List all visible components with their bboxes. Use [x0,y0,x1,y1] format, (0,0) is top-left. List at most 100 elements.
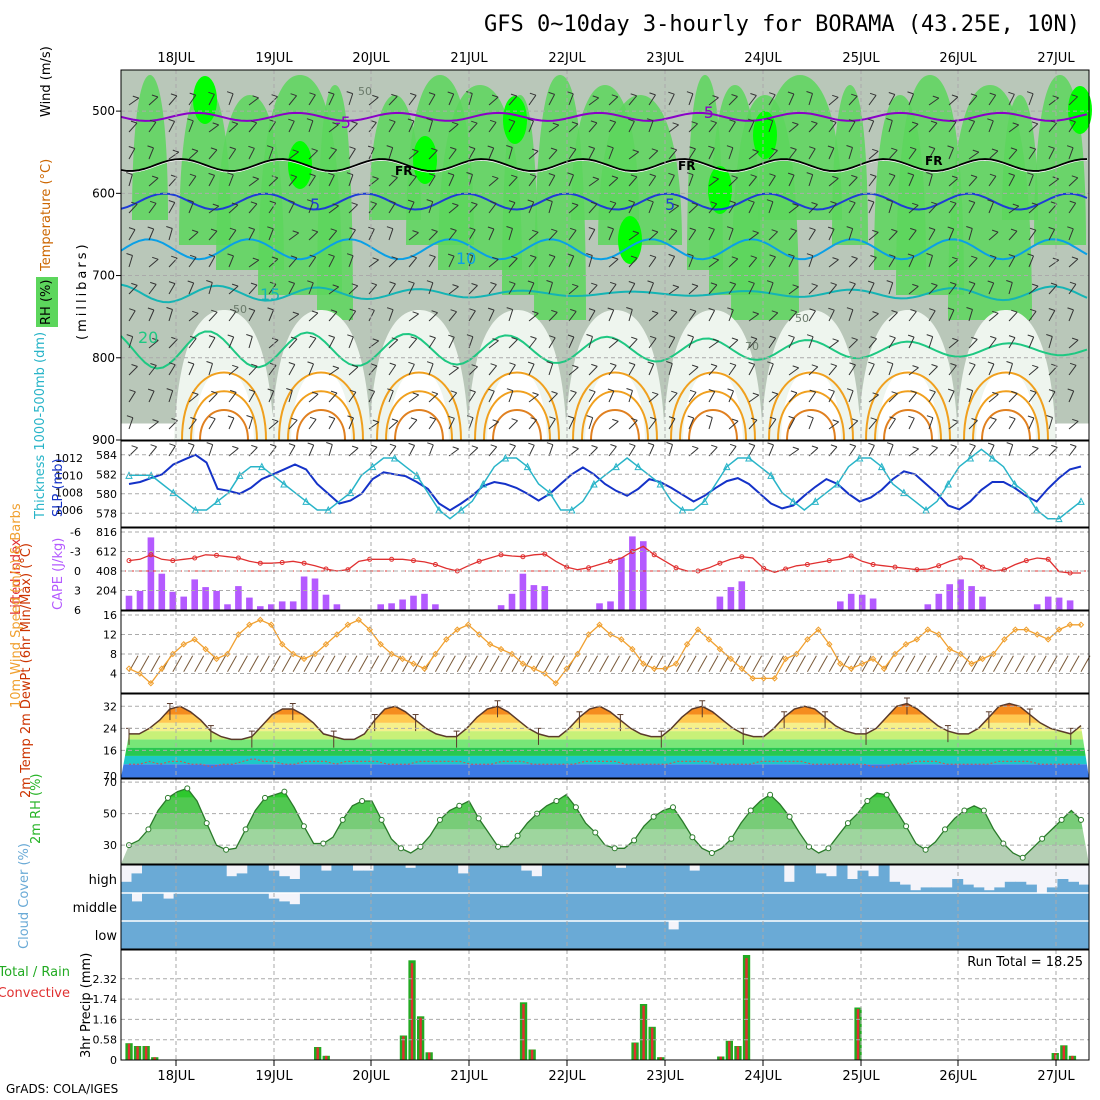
wind-speed-marker [661,665,669,672]
upper-wind-barb [588,366,598,376]
cloud-middle-cell [436,893,448,921]
wind10m-barb [730,655,741,672]
upper-wind-barb-flag [670,309,678,313]
wind-speed-marker [180,641,187,648]
upper-wind-barb-flag [471,364,478,368]
upper-wind-barb-flag [788,415,795,419]
upper-wind-barb [608,147,614,160]
upper-wind-barb [828,203,837,214]
cloud-ylabel: Cloud Cover (%) [17,843,32,949]
upper-wind-barb-flag [788,253,795,257]
upper-wind-barb [248,203,258,214]
upper-wind-barb [528,176,537,187]
upper-wind-barb [708,259,719,268]
upper-wind-barb-flag [509,281,516,285]
upper-wind-barb [328,367,340,376]
wind10m-barb [402,655,413,672]
upper-wind-barb [148,177,159,187]
upper-wind-barb-flag [631,336,638,340]
upper-wind-barb-flag [846,145,853,148]
upper-wind-barb [568,230,577,241]
cape-bar [869,598,877,610]
upper-wind-barb-flag [328,172,335,176]
upper-wind-barb-flag [429,173,436,177]
upper-wind-barb-flag [926,415,934,419]
upper-wind-barb [228,448,239,457]
upper-wind-barb [548,124,560,133]
upper-wind-barb [388,283,396,295]
upper-wind-barb [668,444,673,457]
cloud-middle-cell [552,893,564,921]
rh-bright-core [753,111,777,159]
upper-wind-barb-flag [672,203,679,207]
upper-wind-barb-flag [926,334,933,338]
precip-convective-bar [127,1043,131,1060]
upper-wind-barb-flag [766,280,774,284]
cloud-high-cell [741,865,753,893]
upper-wind-barb-flag [987,118,994,122]
upper-wind-barb-flag [131,364,138,367]
upper-wind-barb-flag [548,254,556,258]
upper-ylabel2-text: (millibars) [75,241,90,340]
upper-wind-barb [208,363,213,376]
temp-ylabel-text: 2m Temp 2m DewPt (6hr Min/Max) (°C) [19,543,34,798]
upper-wind-barb [1008,444,1014,457]
cloud-low-cell [910,921,922,949]
upper-wind-barb [368,365,378,376]
upper-wind-barb [328,230,338,241]
li-marker [980,564,985,570]
upper-wind-barb [828,421,839,430]
upper-wind-barb-flag [710,282,718,286]
li-ylabel: Lifted Index [9,538,24,615]
upper-wind-barb-flag [889,416,896,420]
cloud-low-cell [278,921,290,949]
wind10m-barb [281,655,292,672]
upper-wind-barb-flag [790,147,797,150]
slp-marker [811,497,820,505]
upper-wind-barb [288,176,298,187]
wind-speed-marker [125,665,133,672]
upper-wind-barb-flag [848,119,856,123]
upper-wind-barb [128,417,134,430]
rh-marker [456,802,463,809]
cape-bar [147,537,155,610]
rh-marker [864,798,871,804]
cloud-middle-cell [541,893,553,921]
upper-wind-barb-flag [588,145,595,149]
cloud-high-cell [405,867,417,893]
upper-wind-barb [368,310,375,322]
upper-wind-barb-flag [830,444,838,448]
upper-wind-barb-flag [966,307,973,310]
upper-wind-barb-flag [990,335,997,339]
upper-wind-barb [308,444,315,457]
upper-wind-barb [788,418,796,430]
upper-ylabel-part: RH (%) [39,280,54,325]
cloud-middle-cell [983,893,995,921]
li-marker [235,555,241,561]
upper-wind-barb [168,283,176,295]
upper-wind-barb-flag [251,363,258,367]
cloud-high-cell [752,865,764,893]
upper-wind-barb [668,418,676,430]
wind-speed-marker [847,665,855,672]
upper-wind-barb [348,148,356,160]
wind10m-barb [544,655,555,672]
dry-core-region [976,370,1036,440]
upper-wind-barb [868,201,875,214]
panel-frame-upper [120,69,1090,441]
precip-convective-bar [316,1047,319,1060]
upper-wind-barb-flag [328,416,335,419]
upper-wind-barb [1048,178,1059,187]
upper-wind-barb [1028,448,1039,457]
panel-frame-stab [120,527,1090,611]
upper-wind-barb-flag [447,172,455,176]
cloud-low-cell [762,921,774,949]
wind-speed-marker [344,621,352,628]
upper-wind-barb-flag [832,257,839,261]
cape-bar [946,584,953,610]
upper-wind-barb [1048,122,1058,133]
upper-wind-barb-flag [452,446,459,450]
upper-wind-barb [428,256,436,268]
upper-wind-barb-flag [326,442,333,445]
upper-wind-barb [848,202,856,214]
